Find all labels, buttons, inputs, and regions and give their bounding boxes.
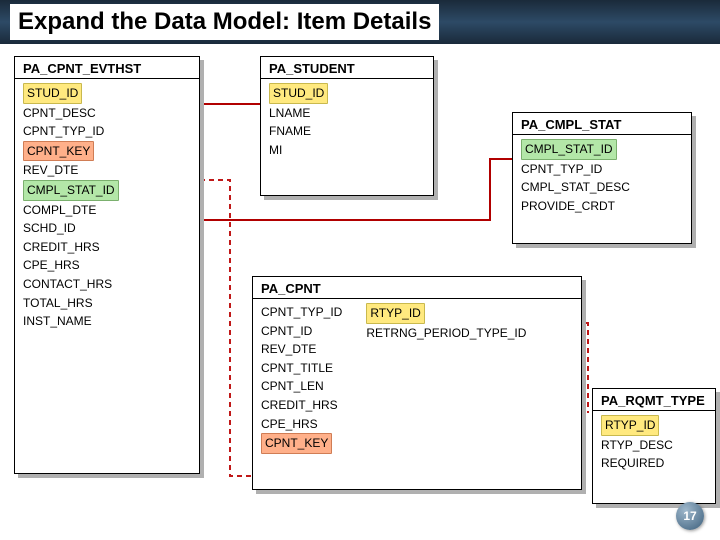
entity-columns: STUD_IDLNAMEFNAMEMI <box>261 79 433 165</box>
column-row: CPNT_LEN <box>261 377 342 396</box>
column-label: RTYP_ID <box>601 415 659 436</box>
column-row: CPNT_KEY <box>23 141 191 162</box>
column-row: MI <box>269 141 425 160</box>
column-row: TOTAL_HRS <box>23 294 191 313</box>
entity-pa-cmpl-stat: PA_CMPL_STAT CMPL_STAT_IDCPNT_TYP_IDCMPL… <box>512 112 692 244</box>
column-row: CPNT_DESC <box>23 104 191 123</box>
page-title: Expand the Data Model: Item Details <box>10 4 439 40</box>
entity-columns: STUD_IDCPNT_DESCCPNT_TYP_IDCPNT_KEYREV_D… <box>15 79 199 337</box>
entity-title: PA_CPNT_EVTHST <box>15 57 199 79</box>
entity-pa-cpnt-evthst: PA_CPNT_EVTHST STUD_IDCPNT_DESCCPNT_TYP_… <box>14 56 200 474</box>
entity-title: PA_CMPL_STAT <box>513 113 691 135</box>
column-row: STUD_ID <box>23 83 191 104</box>
entity-title: PA_CPNT <box>253 277 581 299</box>
column-row: CONTACT_HRS <box>23 275 191 294</box>
title-banner: Expand the Data Model: Item Details <box>0 0 720 44</box>
entity-title: PA_STUDENT <box>261 57 433 79</box>
column-row: STUD_ID <box>269 83 425 104</box>
column-row: CPNT_KEY <box>261 433 342 454</box>
column-row: REQUIRED <box>601 454 707 473</box>
column-row: REV_DTE <box>261 340 342 359</box>
column-row: CREDIT_HRS <box>23 238 191 257</box>
column-label: STUD_ID <box>23 83 82 104</box>
entity-columns: CMPL_STAT_IDCPNT_TYP_IDCMPL_STAT_DESCPRO… <box>513 135 691 221</box>
column-row: CREDIT_HRS <box>261 396 342 415</box>
column-row: CPNT_TYP_ID <box>261 303 342 322</box>
column-row: INST_NAME <box>23 312 191 331</box>
column-row: SCHD_ID <box>23 219 191 238</box>
entity-pa-cpnt: PA_CPNT CPNT_TYP_IDCPNT_IDREV_DTECPNT_TI… <box>252 276 582 490</box>
column-row: CPNT_TYP_ID <box>521 160 683 179</box>
entity-pa-student: PA_STUDENT STUD_IDLNAMEFNAMEMI <box>260 56 434 196</box>
column-label: CPNT_KEY <box>261 433 332 454</box>
column-label: CMPL_STAT_ID <box>521 139 617 160</box>
column-label: CMPL_STAT_ID <box>23 180 119 201</box>
entity-pa-rqmt-type: PA_RQMT_TYPE RTYP_IDRTYP_DESCREQUIRED <box>592 388 716 504</box>
column-label: RTYP_ID <box>366 303 424 324</box>
column-row: LNAME <box>269 104 425 123</box>
column-row: RTYP_DESC <box>601 436 707 455</box>
column-row: CMPL_STAT_ID <box>23 180 191 201</box>
column-row: RTYP_ID <box>601 415 707 436</box>
column-row: CPE_HRS <box>261 415 342 434</box>
entity-title: PA_RQMT_TYPE <box>593 389 715 411</box>
page-number-badge: 17 <box>676 502 704 530</box>
page-number: 17 <box>683 509 696 523</box>
column-row: COMPL_DTE <box>23 201 191 220</box>
column-row: CMPL_STAT_DESC <box>521 178 683 197</box>
column-row: CPNT_TITLE <box>261 359 342 378</box>
column-row: CPE_HRS <box>23 256 191 275</box>
entity-columns: CPNT_TYP_IDCPNT_IDREV_DTECPNT_TITLECPNT_… <box>253 299 581 460</box>
column-label: STUD_ID <box>269 83 328 104</box>
column-row: PROVIDE_CRDT <box>521 197 683 216</box>
column-row: CPNT_TYP_ID <box>23 122 191 141</box>
column-row: RETRNG_PERIOD_TYPE_ID <box>366 324 526 343</box>
column-row: RTYP_ID <box>366 303 526 324</box>
entity-columns: RTYP_IDRTYP_DESCREQUIRED <box>593 411 715 479</box>
column-label: CPNT_KEY <box>23 141 94 162</box>
column-row: FNAME <box>269 122 425 141</box>
column-row: REV_DTE <box>23 161 191 180</box>
column-row: CPNT_ID <box>261 322 342 341</box>
column-row: CMPL_STAT_ID <box>521 139 683 160</box>
